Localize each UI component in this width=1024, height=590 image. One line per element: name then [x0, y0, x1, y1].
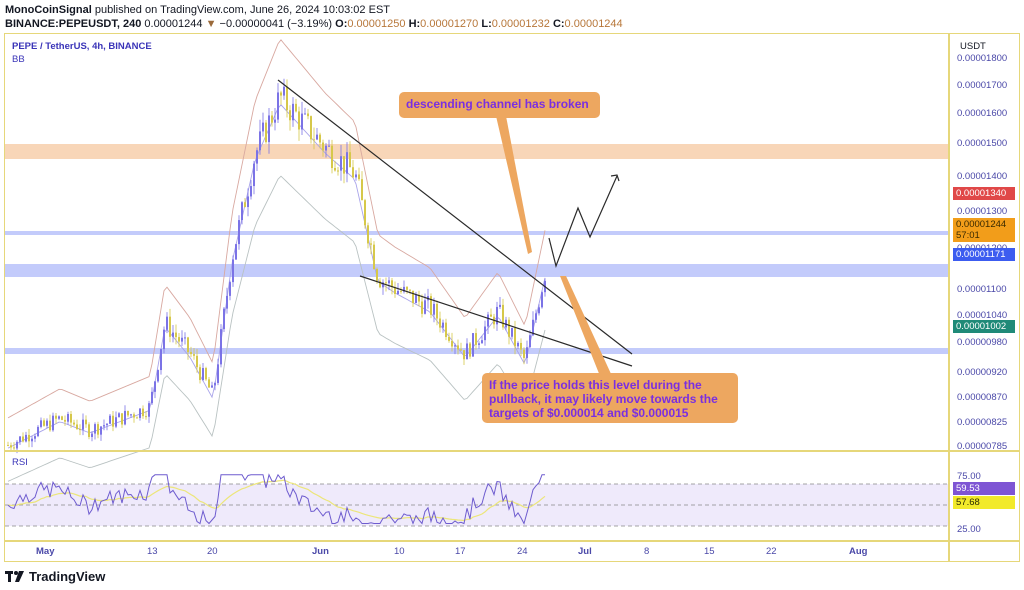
high-value: 0.00001270: [420, 18, 479, 30]
symbol-label: BINANCE:PEPEUSDT, 240: [5, 18, 142, 30]
rsi-axis-price-badge: 57.68: [953, 496, 1015, 509]
price-axis-tick: 0.00000825: [957, 417, 1008, 428]
price-axis-tick: 0.00001100: [957, 284, 1007, 295]
author-name[interactable]: MonoCoinSignal: [5, 4, 92, 16]
channel-lower-trendline[interactable]: [359, 275, 633, 367]
price-axis-divider: [948, 33, 950, 562]
price-axis-tick: 0.00001800: [957, 53, 1008, 64]
rsi-pane-divider[interactable]: [4, 450, 1020, 452]
publish-header: MonoCoinSignal published on TradingView.…: [5, 4, 390, 16]
time-axis-tick: 8: [644, 546, 650, 557]
price-axis-unit[interactable]: USDT: [960, 41, 986, 52]
rsi-indicator-label[interactable]: RSI: [12, 457, 28, 468]
time-axis-tick: 13: [147, 546, 158, 557]
open-label: O:: [335, 18, 348, 30]
projection-path[interactable]: [548, 175, 618, 269]
published-text: published on TradingView.com, June 26, 2…: [94, 4, 390, 16]
tradingview-logo[interactable]: TradingView: [5, 569, 105, 584]
projection-arrowhead-icon: [610, 174, 620, 182]
chart-legend-title[interactable]: PEPE / TetherUS, 4h, BINANCE: [12, 41, 152, 52]
rsi-axis-tick: 75.00: [957, 471, 981, 482]
price-axis-tick: 0.00001300: [957, 206, 1008, 217]
symbol-header: BINANCE:PEPEUSDT, 240 0.00001244 ▼ −0.00…: [5, 18, 623, 30]
time-axis-tick: Jun: [312, 546, 329, 557]
time-axis-divider: [4, 540, 1020, 542]
bottom-callout-pointer: [560, 276, 612, 376]
support-zone-3[interactable]: [5, 348, 948, 354]
price-axis-tick: 0.00001500: [957, 138, 1008, 149]
rsi-signal-line: [7, 479, 546, 522]
open-value: 0.00001250: [347, 18, 406, 30]
callout-pointers: [496, 116, 612, 376]
price-axis-tick: 0.00001700: [957, 80, 1008, 91]
low-label: L:: [481, 18, 492, 30]
price-change: −0.00000041 (−3.19%): [219, 18, 333, 30]
support-zone-2[interactable]: [5, 264, 948, 277]
bb-indicator-label[interactable]: BB: [12, 54, 25, 65]
candlesticks: [7, 78, 546, 454]
price-axis-tick: 0.00001600: [957, 108, 1008, 119]
rsi-pane: [5, 473, 948, 527]
price-axis-price-badge: 0.00001171: [953, 248, 1015, 261]
time-axis-tick: 17: [455, 546, 466, 557]
rsi-line: [7, 473, 545, 525]
time-axis-tick: 20: [207, 546, 218, 557]
price-axis-tick: 0.00001040: [957, 310, 1008, 321]
top-callout[interactable]: descending channel has broken: [399, 92, 600, 118]
bb-upper-line: [7, 39, 546, 419]
rsi-axis-tick: 25.00: [957, 524, 981, 535]
rsi-axis-price-badge: 59.53: [953, 482, 1015, 495]
tradingview-logo-icon: [5, 570, 24, 582]
last-price: 0.00001244: [144, 18, 203, 30]
resistance-zone[interactable]: [5, 144, 948, 159]
price-axis-tick: 0.00000870: [957, 392, 1008, 403]
price-axis-price-badge: 0.00001002: [953, 320, 1015, 333]
chart-frame: [4, 33, 1020, 562]
time-axis-tick: 10: [394, 546, 405, 557]
bb-lower-line: [7, 175, 546, 482]
tradingview-brand: TradingView: [29, 569, 106, 584]
price-axis-tick: 0.00001400: [957, 171, 1008, 182]
price-axis-tick: 0.00000920: [957, 367, 1008, 378]
close-label: C:: [552, 18, 565, 30]
time-axis-tick: 22: [766, 546, 777, 557]
top-callout-pointer: [496, 116, 532, 254]
high-label: H:: [408, 18, 421, 30]
time-axis-tick: 24: [517, 546, 528, 557]
close-value: 0.00001244: [564, 18, 623, 30]
time-axis-tick: Aug: [849, 546, 868, 557]
price-axis-price-badge: 0.00001340: [953, 187, 1015, 200]
bottom-callout[interactable]: If the price holds this level during the…: [482, 373, 738, 423]
time-axis-tick: May: [36, 546, 55, 557]
change-down-icon: ▼: [205, 18, 217, 30]
low-value: 0.00001232: [491, 18, 550, 30]
price-axis-tick: 0.00000785: [957, 441, 1008, 452]
time-axis-tick: Jul: [578, 546, 592, 557]
price-axis-tick: 0.00000980: [957, 337, 1008, 348]
time-axis-tick: 15: [704, 546, 715, 557]
price-axis-price-badge: 0.00001244 57:01: [953, 218, 1015, 242]
